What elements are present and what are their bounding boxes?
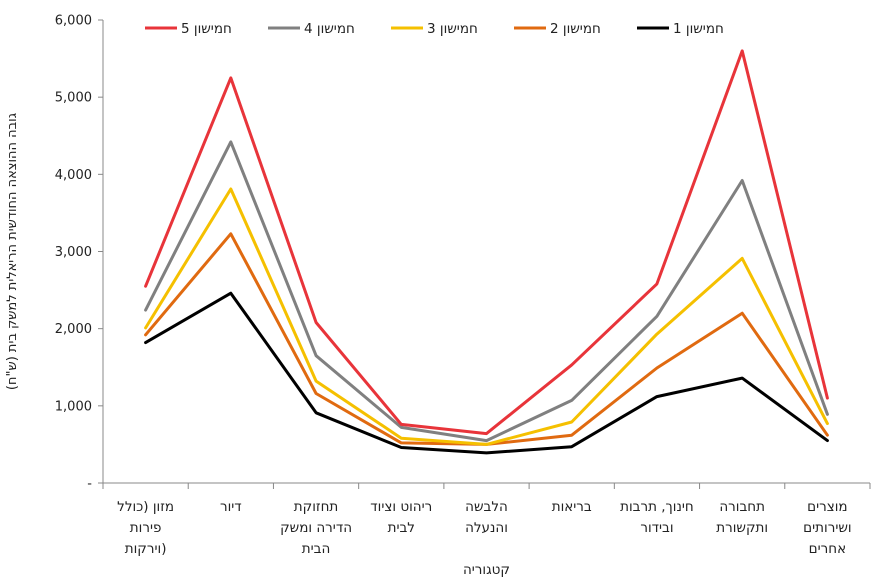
x-category-label: חינוך, תרבות ובידור	[620, 499, 694, 536]
legend-label: חמישון 1	[673, 21, 724, 37]
legend: חמישון 5 חמישון 4 חמישון 3 חמישון 2 חמישון 1	[145, 21, 724, 37]
x-category-label: תחזוקת הדירה ומשק הבית	[280, 499, 352, 557]
x-category-label: ריהוט וציוד לבית	[370, 499, 432, 536]
legend-label: חמישון 4	[304, 21, 355, 37]
x-category-label-line: מוצרים	[807, 499, 847, 515]
x-category-label-line: והנעלה	[465, 520, 508, 536]
x-axis: מזון (כולל פירות וירקות) דיור תחזוקת הדירה ומ…	[102, 482, 871, 557]
x-category-label-line: ותקשורת	[716, 520, 768, 536]
y-tick-label: 5,000	[55, 91, 92, 106]
x-category-label: מזון (כולל פירות וירקות)	[117, 499, 174, 557]
x-category-label-line: מזון (כולל	[117, 499, 174, 515]
x-category-label-line: ובידור	[640, 520, 673, 536]
x-category-label-line: פירות	[130, 520, 162, 536]
y-axis: - 1,000 2,000 3,000 4,000 5,000 6,000	[55, 14, 104, 492]
legend-label: חמישון 2	[550, 21, 601, 37]
series-line	[144, 232, 829, 446]
series-line	[144, 140, 829, 443]
x-category-label-line: לבית	[388, 520, 415, 536]
series-line	[144, 187, 829, 446]
y-tick-label: 1,000	[55, 399, 92, 414]
x-category-label: בריאות	[552, 499, 592, 515]
y-tick-label: 6,000	[55, 14, 92, 29]
x-category-label-line: תחזוקת	[294, 499, 339, 515]
x-category-label-line: הדירה ומשק	[280, 520, 352, 536]
y-tick-label: 4,000	[55, 168, 92, 183]
x-category-label: הלבשה והנעלה	[465, 499, 508, 536]
y-tick-label: 3,000	[55, 245, 92, 260]
y-tick-label: 2,000	[55, 322, 92, 337]
x-category-label-line: אחרים	[809, 541, 846, 557]
x-axis-title: קטגוריה	[463, 562, 510, 578]
series-line	[144, 291, 829, 455]
y-axis-title: גובה ההוצאה החודשית הריאלית למשק בית (ש"…	[5, 113, 20, 390]
legend-label: חמישון 3	[427, 21, 478, 37]
y-tick-label: -	[87, 477, 92, 492]
series-line	[144, 49, 829, 436]
legend-label: חמישון 5	[181, 21, 232, 37]
x-category-label-line: הלבשה	[465, 499, 508, 515]
x-category-label-line: חינוך, תרבות	[620, 499, 694, 515]
x-category-label: דיור	[220, 499, 242, 515]
x-category-label-line: ושירותים	[803, 520, 851, 536]
x-category-label-line: הבית	[302, 541, 331, 557]
x-category-label-line: דיור	[220, 499, 242, 515]
x-category-label-line: תחבורה	[719, 499, 765, 515]
x-category-label-line: וירקות)	[125, 541, 167, 557]
x-category-label: תחבורה ותקשורת	[716, 499, 768, 536]
series-lines	[144, 49, 829, 455]
x-category-label-line: בריאות	[552, 499, 592, 515]
x-category-label: מוצרים ושירותים אחרים	[803, 499, 851, 557]
x-category-label-line: ריהוט וציוד	[370, 499, 432, 515]
